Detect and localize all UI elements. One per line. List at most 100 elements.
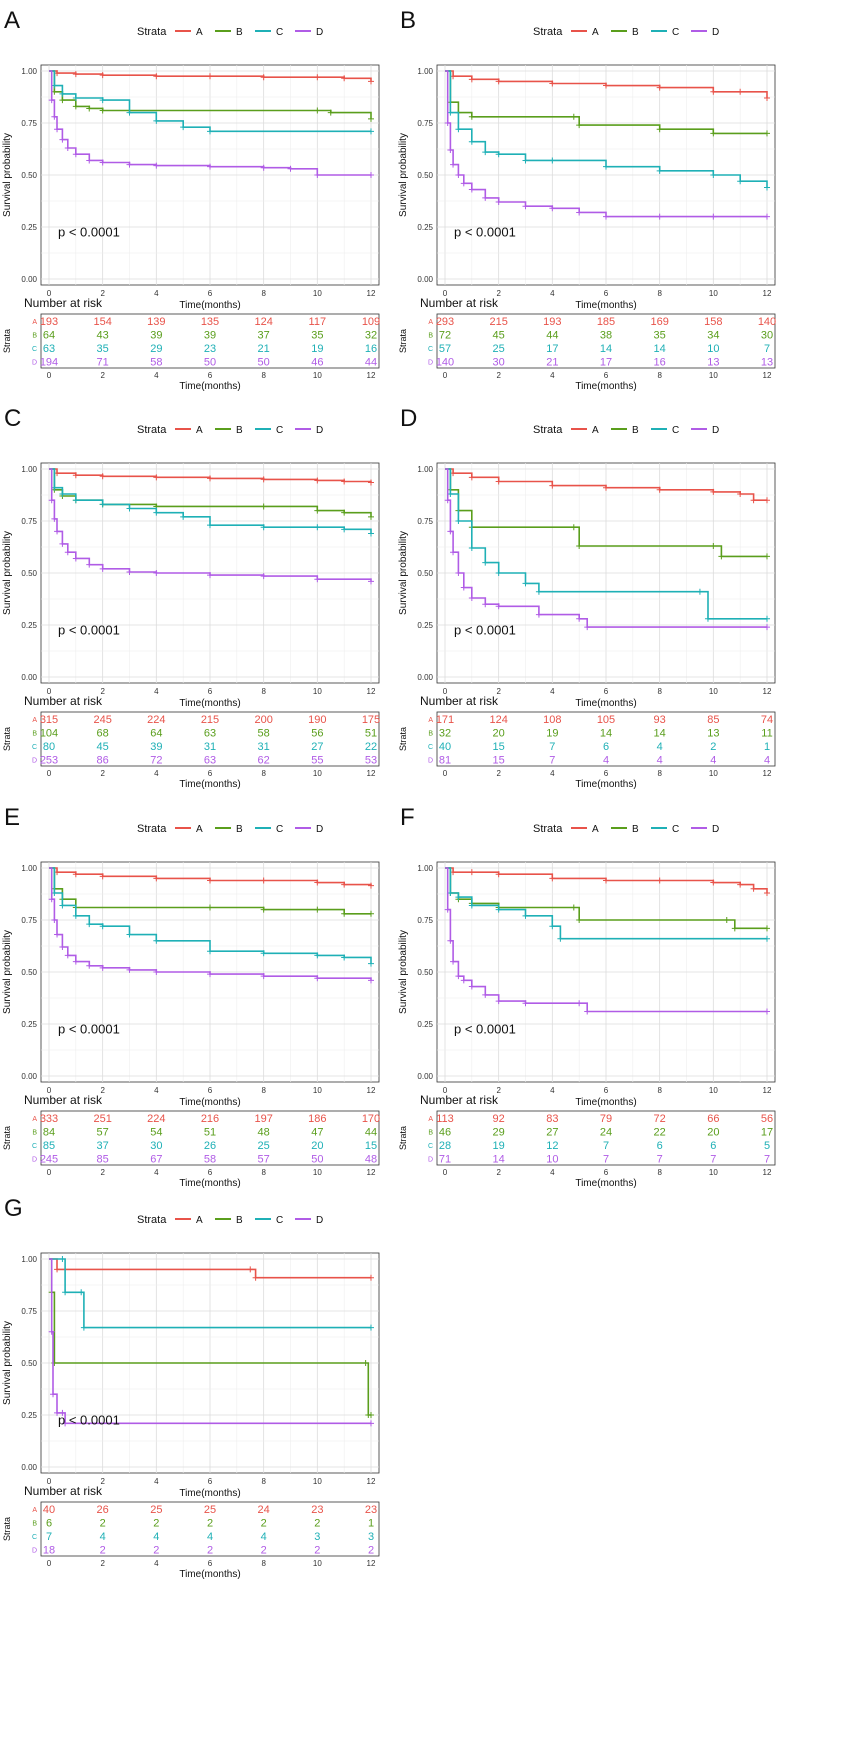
censor-mark-a — [314, 477, 321, 484]
censor-mark-c — [495, 570, 502, 576]
censor-mark-d — [59, 944, 66, 951]
x-tick-label: 2 — [100, 1477, 105, 1486]
censor-mark-d — [455, 172, 462, 178]
censor-mark-a — [495, 78, 502, 85]
risk-table-frame — [40, 711, 380, 767]
risk-value-c: 85 — [43, 1140, 55, 1152]
risk-x-tick-label: 12 — [367, 769, 376, 778]
censor-mark-a — [603, 82, 609, 89]
censor-mark-d — [51, 113, 58, 120]
censor-mark-a — [549, 482, 556, 489]
risk-y-axis-title: Strata — [398, 727, 408, 751]
censor-mark-a — [207, 475, 213, 482]
risk-x-axis-title: Time(months) — [179, 381, 240, 392]
risk-value-a: 25 — [150, 1504, 162, 1516]
risk-x-tick-label: 8 — [657, 769, 662, 778]
x-axis-title: Time(months) — [575, 300, 636, 311]
x-tick-label: 8 — [657, 687, 662, 696]
risk-value-b: 19 — [546, 727, 558, 739]
x-tick-label: 12 — [367, 687, 376, 696]
censor-mark-c — [59, 490, 66, 497]
censor-mark-d — [54, 1409, 61, 1416]
x-tick-label: 8 — [261, 1477, 266, 1486]
risk-value-a: 135 — [201, 316, 219, 328]
censor-mark-b — [368, 910, 374, 917]
survival-curve-d — [445, 468, 767, 628]
risk-value-b: 2 — [261, 1517, 267, 1529]
risk-value-d: 50 — [311, 1153, 323, 1165]
censor-mark-d — [764, 624, 770, 631]
risk-value-a: 23 — [311, 1504, 323, 1516]
risk-x-tick-label: 10 — [709, 1168, 718, 1177]
censor-mark-c — [455, 894, 462, 901]
censor-mark-d — [260, 973, 267, 980]
panel-label: E — [4, 804, 20, 831]
risk-row-label-b: B — [32, 730, 37, 737]
censor-mark-c — [207, 948, 213, 955]
risk-value-a: 193 — [40, 316, 58, 328]
risk-value-d: 62 — [258, 754, 270, 766]
censor-mark-c — [314, 524, 321, 531]
legend-label-d: D — [316, 1215, 323, 1226]
censor-mark-b — [570, 904, 577, 911]
risk-value-d: 44 — [365, 356, 377, 368]
legend-label-b: B — [632, 824, 639, 835]
risk-x-tick-label: 0 — [443, 1168, 448, 1177]
censor-mark-c — [99, 923, 106, 930]
x-tick-label: 10 — [313, 289, 322, 298]
censor-mark-b — [723, 917, 730, 923]
censor-mark-a — [495, 478, 502, 485]
risk-value-b: 47 — [311, 1126, 323, 1138]
legend-title: Strata — [533, 26, 563, 38]
risk-value-c: 6 — [710, 1140, 716, 1152]
censor-mark-a — [314, 74, 321, 81]
risk-x-axis-title: Time(months) — [179, 1178, 240, 1189]
censor-mark-d — [72, 555, 79, 562]
y-tick-label: 0.25 — [417, 223, 433, 232]
x-tick-label: 0 — [443, 687, 448, 696]
p-value: p < 0.0001 — [454, 1021, 516, 1036]
x-axis-title: Time(months) — [179, 698, 240, 709]
censor-mark-b — [710, 542, 717, 549]
censor-mark-b — [314, 507, 321, 514]
y-tick-label: 0.75 — [21, 517, 37, 526]
risk-row-label-d: D — [32, 757, 37, 764]
censor-mark-b — [314, 906, 321, 913]
censor-mark-a — [368, 479, 374, 486]
censor-mark-a — [468, 76, 475, 83]
risk-table-frame — [436, 711, 776, 767]
censor-mark-c — [710, 172, 717, 178]
x-tick-label: 6 — [208, 687, 213, 696]
censor-mark-d — [54, 126, 61, 133]
legend-label-b: B — [632, 27, 639, 38]
censor-mark-a — [72, 472, 79, 479]
risk-value-b: 27 — [546, 1126, 558, 1138]
risk-value-b: 2 — [153, 1517, 159, 1529]
x-tick-label: 6 — [604, 289, 609, 298]
risk-value-a: 170 — [362, 1113, 380, 1125]
risk-value-b: 13 — [707, 727, 719, 739]
risk-value-d: 50 — [204, 356, 216, 368]
censor-mark-c — [737, 178, 744, 185]
risk-x-axis-title: Time(months) — [179, 1569, 240, 1580]
censor-mark-d — [460, 977, 467, 984]
censor-mark-c — [99, 501, 106, 508]
risk-x-tick-label: 12 — [367, 371, 376, 380]
risk-value-b: 104 — [40, 727, 58, 739]
censor-mark-a — [153, 474, 160, 481]
censor-mark-b — [327, 109, 334, 116]
risk-x-tick-label: 4 — [154, 371, 159, 380]
risk-value-b: 44 — [546, 329, 558, 341]
risk-row-label-b: B — [32, 332, 37, 339]
grid — [437, 862, 775, 1082]
risk-value-b: 20 — [493, 727, 505, 739]
censor-mark-c — [764, 615, 770, 622]
legend-label-a: A — [196, 27, 203, 38]
legend: Strata A B C D — [137, 424, 323, 436]
risk-row-label-d: D — [428, 1156, 433, 1163]
censor-mark-c — [495, 151, 502, 158]
censor-mark-a — [656, 84, 663, 91]
risk-x-tick-label: 10 — [709, 371, 718, 380]
